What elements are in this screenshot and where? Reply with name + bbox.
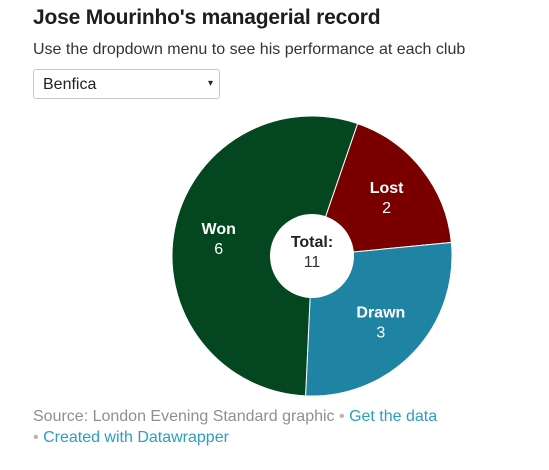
chart-title: Jose Mourinho's managerial record [33,6,381,29]
datawrapper-link[interactable]: Created with Datawrapper [43,429,229,446]
slice-label-lost: Lost [370,180,404,197]
slice-lost[interactable] [311,122,452,257]
donut-slice-labels: Lost 2 Drawn 3 Won 6 [202,180,406,341]
get-data-link[interactable]: Get the data [349,408,438,425]
slice-value-drawn: 3 [376,324,385,341]
club-dropdown-value: Benfica [43,76,97,93]
slice-value-won: 6 [214,241,223,258]
total-label: Total: [291,234,333,251]
chart-footer: Source: London Evening Standard graphic … [33,406,503,448]
slice-label-drawn: Drawn [356,304,405,321]
chart-subtitle: Use the dropdown menu to see his perform… [33,41,466,58]
separator: • [33,429,39,446]
separator: • [339,408,345,425]
donut-hole [270,214,354,298]
slice-value-lost: 2 [382,200,391,217]
chevron-down-icon: ▾ [207,78,213,89]
source-text: Source: London Evening Standard graphic [33,408,335,425]
club-dropdown[interactable]: Benfica ▾ [33,69,220,99]
slice-label-won: Won [202,221,236,238]
total-value: 11 [304,254,321,271]
slice-won[interactable] [171,115,359,397]
